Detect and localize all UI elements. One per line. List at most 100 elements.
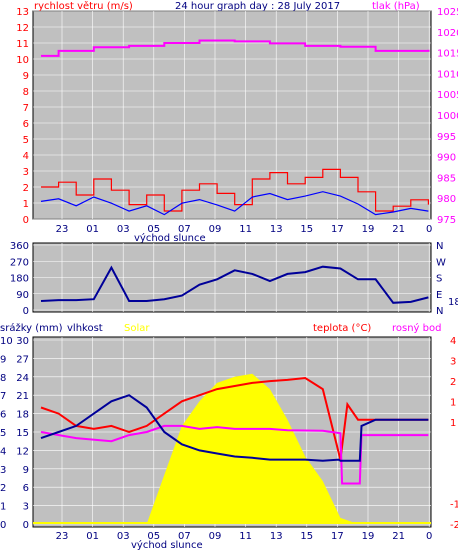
panel3-x-subtitle: východ slunce [131, 539, 203, 551]
panel3-left-tick-b: 0 [23, 520, 29, 531]
panel3-left-tick-b: 24 [16, 373, 29, 384]
panel3-left-label-c: Solar [124, 323, 150, 334]
dewpoint-line [40, 424, 429, 485]
panel3-left-tick-a: 9 [0, 354, 6, 365]
panel2-right-tick: W [436, 257, 446, 268]
panel3-x-tick: 17 [331, 531, 344, 542]
panel3-left-tick-a: 4 [0, 446, 6, 457]
panel1-left-tick: 10 [16, 55, 29, 66]
panel1-right-tick: 985 [437, 173, 456, 184]
solar-area [146, 373, 358, 524]
panel2-right-tick: S [436, 274, 442, 285]
panel1-left-tick: 6 [23, 119, 29, 130]
panel3-left-tick-b: 21 [16, 391, 29, 402]
panel3-x-tick: 09 [209, 531, 222, 542]
panel3-left-tick-a: 7 [0, 391, 6, 402]
panel2-right-tick: N [436, 306, 443, 317]
panel3-series [33, 373, 431, 524]
panel3-right-tick: 1 [450, 397, 456, 408]
panel3-left-tick-b: 27 [16, 354, 29, 365]
panel1-x-tick: 13 [270, 224, 283, 235]
panel2-right-tick: E [436, 290, 442, 301]
panel-wind-pressure: rychlost větru (m/s) 24 hour graph day :… [16, 0, 458, 244]
panel1-left-tick: 1 [23, 199, 29, 210]
pressure-line [41, 39, 430, 57]
panel1-right-tick: 1000 [437, 111, 458, 122]
panel2-left-tick: 270 [10, 257, 29, 268]
panel1-right-tick: 1015 [437, 49, 458, 60]
wind-speed-line [41, 168, 429, 212]
panel1-x-tick: 17 [331, 224, 344, 235]
panel1-x-tick: 11 [239, 224, 252, 235]
panel1-x-tick: 05 [147, 224, 160, 235]
panel3-x-tick: 15 [300, 531, 313, 542]
panel3-left-tick-b: 3 [23, 502, 29, 513]
panel3-left-tick-b: 12 [16, 446, 29, 457]
panel3-left-label-b: vlhkost [67, 323, 103, 334]
panel3-right-tick: -2 [450, 520, 458, 531]
panel1-right-tick: 1025 [437, 7, 458, 18]
panel1-x-tick: 03 [117, 224, 130, 235]
panel3-x-tick: 01 [86, 531, 99, 542]
panel3-right-axis: 4 3 2 1 1 -1 -2 [450, 336, 458, 531]
panel2-left-axis: 360 270 180 90 0 [10, 241, 29, 317]
panel3-right-tick: 1 [450, 418, 456, 429]
panel3-left-tick-a: 0 [0, 520, 6, 531]
panel3-x-tick: 03 [117, 531, 130, 542]
panel1-x-tick: 19 [362, 224, 375, 235]
panel3-left-tick-a: 1 [0, 502, 6, 513]
panel1-plot [32, 10, 432, 220]
panel1-x-tick: 07 [178, 224, 191, 235]
panel1-left-tick: 4 [23, 151, 29, 162]
panel3-left-tick-a: 8 [0, 373, 6, 384]
panel1-left-tick: 2 [23, 183, 29, 194]
panel1-series [40, 39, 430, 216]
panel1-left-tick: 8 [23, 87, 29, 98]
panel3-left-tick-a: 5 [0, 428, 6, 439]
panel1-x-tick: 21 [392, 224, 405, 235]
panel1-right-label: tlak (hPa) [372, 1, 420, 12]
panel3-x-tick: 13 [270, 531, 283, 542]
panel2-series [40, 265, 429, 304]
panel3-x-tick: 07 [178, 531, 191, 542]
panel1-left-tick: 9 [23, 71, 29, 82]
wind-average-line [40, 191, 429, 216]
panel3-left-tick-b: 9 [23, 465, 29, 476]
panel3-x-tick: 21 [392, 531, 405, 542]
panel1-left-tick: 5 [23, 135, 29, 146]
panel1-left-tick: 13 [16, 7, 29, 18]
panel3-x-tick: 11 [239, 531, 252, 542]
panel3-left-tick-a: 6 [0, 410, 6, 421]
panel1-x-axis: 23 01 03 05 07 09 11 13 15 17 19 21 0 [56, 224, 433, 235]
panel-temp-humidity: srážky (mm) vlhkost Solar teplota (°C) r… [0, 322, 458, 551]
panel3-right-tick: 4 [450, 336, 456, 347]
panel3-left-label-a: srážky (mm) [0, 322, 63, 334]
panel3-x-axis: 23 01 03 05 07 09 11 13 15 17 19 21 0 [56, 531, 433, 542]
panel1-x-tick: 15 [300, 224, 313, 235]
panel3-left-tick-b: 6 [23, 483, 29, 494]
panel3-left-tick-b: 30 [16, 336, 29, 347]
wind-direction-line [40, 265, 429, 304]
panel1-left-tick: 0 [23, 215, 29, 226]
panel1-right-tick: 995 [437, 132, 456, 143]
panel1-right-tick: 980 [437, 194, 456, 205]
panel1-x-tick: 0 [426, 224, 432, 235]
panel3-right-label-b: rosný bod [392, 322, 441, 334]
panel3-right-tick: 2 [450, 377, 456, 388]
panel3-right-label-a: teplota (°C) [313, 323, 371, 334]
panel2-right-value: 18 [448, 297, 458, 308]
panel2-left-tick: 180 [10, 274, 29, 285]
panel3-x-tick: 19 [362, 531, 375, 542]
panel1-left-tick: 3 [23, 167, 29, 178]
panel1-left-tick: 7 [23, 103, 29, 114]
panel3-right-tick: 3 [450, 356, 456, 367]
panel1-x-subtitle: východ slunce [134, 232, 206, 244]
panel3-x-tick: 23 [56, 531, 69, 542]
panel3-left-tick-b: 15 [16, 428, 29, 439]
panel1-right-tick: 990 [437, 153, 456, 164]
